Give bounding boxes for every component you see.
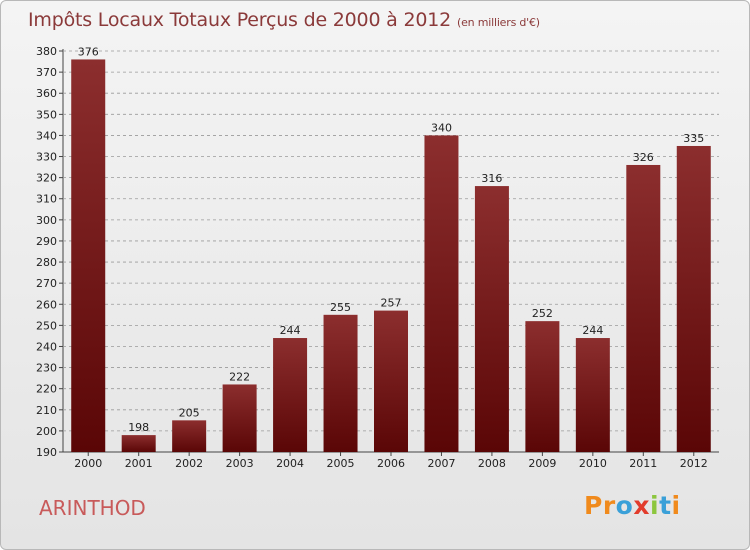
y-tick-label: 200 xyxy=(36,425,57,438)
label-layer: 2000 376 2001 198 2002 205 2003 222 2004 244 2005 2… xyxy=(74,45,708,470)
y-tick-label: 250 xyxy=(36,319,57,332)
y-tick-label: 330 xyxy=(36,151,57,164)
proxiti-logo: Proxiti xyxy=(584,491,681,520)
x-tick-label: 2009 xyxy=(528,457,556,470)
bar xyxy=(474,186,509,453)
y-tick-label: 350 xyxy=(36,108,57,121)
bar xyxy=(273,338,308,452)
y-tick-label: 360 xyxy=(36,87,57,100)
data-label: 255 xyxy=(330,301,351,314)
bar xyxy=(323,314,358,452)
y-tick-label: 320 xyxy=(36,172,57,185)
bar xyxy=(525,321,560,452)
logo-letter: i xyxy=(650,491,660,520)
logo-letter: o xyxy=(615,491,634,520)
x-tick-label: 2011 xyxy=(629,457,657,470)
x-tick-label: 2006 xyxy=(377,457,405,470)
data-label: 198 xyxy=(128,421,149,434)
logo-letter: P xyxy=(584,491,603,520)
y-tick-label: 310 xyxy=(36,193,57,206)
data-label: 257 xyxy=(381,297,402,310)
logo-letter: r xyxy=(602,491,616,520)
data-label: 244 xyxy=(280,324,301,337)
x-tick-label: 2004 xyxy=(276,457,304,470)
bar xyxy=(676,145,711,452)
y-tick-label: 380 xyxy=(36,45,57,58)
y-tick-label: 300 xyxy=(36,214,57,227)
x-tick-label: 2012 xyxy=(680,457,708,470)
y-tick-label: 220 xyxy=(36,383,57,396)
x-tick-label: 2000 xyxy=(74,457,102,470)
x-tick-label: 2003 xyxy=(226,457,254,470)
y-tick-label: 210 xyxy=(36,404,57,417)
y-tick-label: 240 xyxy=(36,340,57,353)
y-tick-label: 370 xyxy=(36,66,57,79)
x-tick-label: 2002 xyxy=(175,457,203,470)
bar xyxy=(222,384,257,452)
data-label: 244 xyxy=(582,324,603,337)
data-label: 335 xyxy=(683,132,704,145)
data-label: 376 xyxy=(78,45,99,58)
bar xyxy=(121,435,156,452)
chart-title-text: Impôts Locaux Totaux Perçus de 2000 à 20… xyxy=(28,9,452,31)
y-tick-label: 340 xyxy=(36,129,57,142)
data-label: 222 xyxy=(229,370,250,383)
data-label: 326 xyxy=(633,151,654,164)
data-label: 252 xyxy=(532,307,553,320)
chart-title: Impôts Locaux Totaux Perçus de 2000 à 20… xyxy=(28,9,540,31)
x-tick-label: 2008 xyxy=(478,457,506,470)
data-label: 205 xyxy=(179,406,200,419)
bar-layer xyxy=(71,59,711,453)
x-tick-label: 2007 xyxy=(427,457,455,470)
y-tick-label: 190 xyxy=(36,446,57,459)
x-tick-label: 2005 xyxy=(327,457,355,470)
bar xyxy=(172,420,207,452)
bar xyxy=(626,164,661,452)
logo-letter: t xyxy=(659,491,672,520)
data-label: 340 xyxy=(431,121,452,134)
y-tick-label: 260 xyxy=(36,298,57,311)
logo-letter: i xyxy=(671,491,681,520)
bar xyxy=(424,135,459,452)
x-tick-label: 2001 xyxy=(125,457,153,470)
bar xyxy=(374,310,408,452)
y-tick-label: 290 xyxy=(36,235,57,248)
y-tick-label: 230 xyxy=(36,362,57,375)
chart-subtitle: (en milliers d'€) xyxy=(457,16,540,29)
y-tick-label: 280 xyxy=(36,256,57,269)
x-tick-label: 2010 xyxy=(579,457,607,470)
logo-letter: x xyxy=(633,491,650,520)
bar xyxy=(575,338,610,452)
data-label: 316 xyxy=(481,172,502,185)
bar xyxy=(71,59,106,452)
commune-name: ARINTHOD xyxy=(39,496,146,520)
y-tick-label: 270 xyxy=(36,277,57,290)
